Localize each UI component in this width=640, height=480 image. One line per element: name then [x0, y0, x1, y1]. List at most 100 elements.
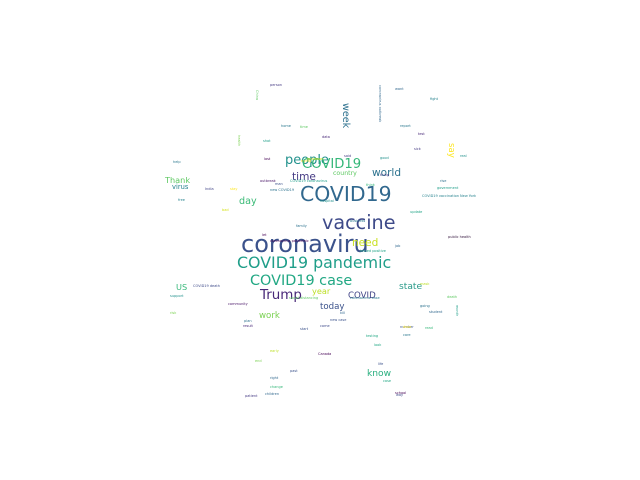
word: change [270, 385, 283, 389]
word: test [418, 132, 425, 136]
word: world [372, 167, 402, 179]
word: dose [403, 325, 412, 329]
word: care [403, 333, 411, 337]
word: sick [414, 147, 421, 151]
word: read [425, 326, 433, 330]
word: thing [380, 173, 390, 177]
word: mask [420, 282, 430, 286]
word: coronavirus outbreak [378, 85, 382, 123]
word: COVID19 coronavirus [290, 179, 328, 183]
word: school [395, 391, 407, 395]
word: past [290, 369, 298, 373]
word: state [399, 282, 423, 292]
word: fight [430, 97, 439, 101]
word: end [255, 359, 262, 363]
word: lost [264, 157, 271, 161]
word: said [344, 154, 352, 158]
word: work [259, 311, 280, 321]
word: way [396, 393, 404, 397]
word: Canada [318, 352, 332, 356]
word: student [429, 310, 443, 314]
word: number [400, 325, 414, 329]
word: start [300, 327, 309, 331]
word: month [455, 305, 459, 317]
word: US [176, 282, 188, 292]
word: year [312, 286, 331, 296]
word: China [255, 90, 259, 100]
word: social distancing [289, 296, 319, 300]
word: coronavirus case [350, 296, 380, 300]
word: know [367, 369, 392, 379]
word: risk [170, 311, 177, 315]
word: home [281, 124, 291, 128]
word: COVID19 [300, 182, 392, 206]
word: India [205, 187, 214, 191]
word: COVID19 [302, 157, 362, 172]
word: Trump [260, 288, 302, 303]
word: trying [301, 159, 312, 163]
word: outbreak [260, 179, 276, 183]
word: virus [172, 183, 189, 191]
word: say [446, 143, 456, 158]
word: vaccine [322, 211, 396, 234]
word: people [285, 153, 329, 168]
word: coronavirus pandemic [270, 239, 309, 243]
word: plan [244, 319, 252, 323]
word: COVID19 death [193, 284, 220, 288]
word: person [270, 83, 282, 87]
word: real [460, 154, 467, 158]
word: right [270, 376, 279, 380]
word: hospital [320, 199, 334, 203]
word: Thank [165, 175, 191, 185]
word: good [380, 156, 389, 160]
word: support [170, 294, 184, 298]
word: time [292, 171, 316, 183]
word: public health [448, 235, 471, 239]
word: help [173, 160, 181, 164]
word: data [322, 135, 330, 139]
word: look [374, 343, 382, 347]
word: case [383, 379, 392, 383]
word: need [352, 237, 379, 249]
word: bad [222, 208, 229, 212]
word: coronaviru [241, 230, 369, 258]
word: want [395, 87, 404, 91]
word: time [300, 125, 308, 129]
word: come [320, 324, 330, 328]
word: life [378, 362, 384, 366]
word: free [178, 198, 185, 202]
word: week [340, 103, 351, 129]
word: going [420, 304, 430, 308]
word: children [265, 392, 280, 396]
word: result [243, 324, 253, 328]
word: rise [440, 179, 447, 183]
word: day [239, 196, 257, 207]
word: community [228, 302, 248, 306]
word: lockdown [307, 157, 324, 161]
word: COVID19 case [250, 273, 353, 289]
word: update [410, 210, 423, 214]
word: report [400, 124, 411, 128]
word: government [437, 186, 459, 190]
word: COVID19 vaccination New York [422, 194, 477, 198]
word: testing [366, 334, 379, 338]
word: today [320, 302, 345, 312]
word: kill [340, 311, 345, 315]
word: health [237, 135, 241, 147]
word: shot [263, 139, 271, 143]
word: patient [245, 394, 258, 398]
word: COVID [348, 291, 376, 301]
word: think [366, 183, 375, 187]
word: business [350, 219, 366, 223]
word: man [275, 182, 283, 186]
word: job [395, 244, 401, 248]
word: let [262, 233, 267, 237]
word: country [333, 170, 357, 177]
word: death [447, 295, 458, 299]
word: family [296, 224, 307, 228]
word: stay [230, 187, 238, 191]
word: new COVID19 [270, 188, 295, 192]
word: tested positive [360, 249, 386, 253]
